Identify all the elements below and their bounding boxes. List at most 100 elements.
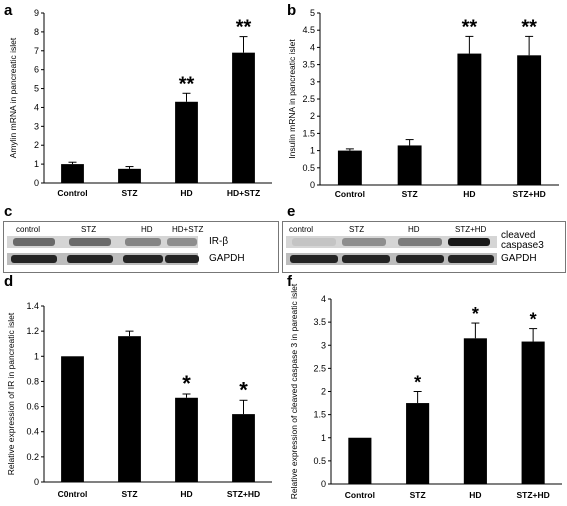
blot-c-lane-label: control	[16, 225, 41, 234]
y-tick-label: 9	[34, 8, 39, 18]
y-tick-label: 1.5	[313, 410, 326, 420]
panel-letter-f: f	[287, 273, 292, 290]
significance-mark: **	[236, 17, 252, 39]
blot-c-lane-label: STZ	[81, 225, 97, 234]
blot-e-caspase-label: cleaved caspase3	[501, 230, 544, 251]
blot-e-lane-label: control	[289, 225, 314, 234]
x-category-label: STZ+HD	[516, 490, 549, 500]
blot-e-gapdh-row	[286, 253, 497, 265]
y-tick-label: 0	[34, 178, 39, 188]
y-tick-label: 0.2	[26, 452, 39, 462]
bar	[457, 53, 482, 186]
y-tick-label: 3.5	[313, 317, 326, 327]
y-tick-label: 3	[34, 121, 39, 131]
blot-band	[398, 238, 442, 246]
y-tick-label: 1.5	[302, 128, 315, 138]
y-tick-label: 3.5	[302, 60, 315, 70]
bar	[175, 397, 198, 482]
y-tick-label: 2	[34, 140, 39, 150]
blot-band	[167, 238, 197, 246]
x-category-label: STZ	[121, 489, 137, 499]
blot-e-lane-label: HD	[408, 225, 420, 234]
y-axis-label: Relative expression of IR in pancreatic …	[6, 312, 16, 475]
x-category-label: STZ	[410, 490, 426, 500]
bar	[463, 338, 487, 484]
blot-band	[125, 238, 161, 246]
blot-c-lane-label: HD	[141, 225, 153, 234]
x-category-label: STZ+HD	[227, 489, 260, 499]
blot-band	[448, 238, 490, 246]
blot-c-ir-label: IR-β	[209, 236, 229, 247]
blot-band	[13, 238, 55, 246]
significance-mark: *	[182, 371, 191, 396]
bar	[61, 164, 84, 183]
y-tick-label: 1	[310, 146, 315, 156]
x-category-label: STZ	[121, 188, 137, 198]
blot-band	[11, 255, 57, 263]
blot-band	[342, 255, 390, 263]
y-tick-label: 2.5	[302, 94, 315, 104]
y-tick-label: 8	[34, 27, 39, 37]
significance-mark: *	[414, 373, 421, 393]
blot-e-gapdh-label: GAPDH	[501, 253, 537, 264]
western-blot-e: control STZ HD STZ+HD cleaved caspase3 G…	[282, 221, 566, 273]
y-tick-label: 0	[310, 180, 315, 190]
y-tick-label: 5	[34, 84, 39, 94]
bar	[348, 437, 372, 484]
y-axis-label: Insulin mRNA in pancreatic islet	[287, 39, 297, 159]
bar	[118, 336, 141, 482]
blot-e-lane-label: STZ	[349, 225, 365, 234]
blot-e-caspase-row	[286, 236, 497, 248]
blot-c-gapdh-row	[7, 253, 199, 265]
y-tick-label: 5	[310, 8, 315, 18]
significance-mark: *	[530, 310, 537, 330]
bar	[517, 55, 542, 186]
blot-band	[69, 238, 111, 246]
y-tick-label: 1.4	[26, 301, 39, 311]
y-tick-label: 0.5	[313, 456, 326, 466]
blot-c-gapdh-label: GAPDH	[209, 253, 245, 264]
x-category-label: C0ntrol	[58, 489, 88, 499]
bar	[61, 356, 84, 482]
y-tick-label: 0.6	[26, 402, 39, 412]
y-tick-label: 1.2	[26, 326, 39, 336]
panel-letter-e: e	[287, 203, 296, 220]
y-tick-label: 7	[34, 46, 39, 56]
y-axis-label: Amylin mRNA in pancreatic islet	[8, 37, 18, 158]
blot-e-lane-label: STZ+HD	[455, 225, 487, 234]
blot-c-ir-row	[7, 236, 198, 248]
panel-letter-a: a	[4, 2, 13, 19]
significance-mark: *	[472, 304, 479, 324]
x-category-label: Control	[345, 490, 375, 500]
x-category-label: HD	[469, 490, 481, 500]
x-category-label: HD	[180, 489, 192, 499]
significance-mark: **	[462, 16, 478, 38]
y-tick-label: 2	[310, 111, 315, 121]
significance-mark: *	[239, 377, 248, 402]
panel-letter-b: b	[287, 2, 297, 19]
blot-band	[396, 255, 444, 263]
y-tick-label: 0	[321, 479, 326, 489]
y-axis-label: Relative expression of cleaved caspase 3…	[289, 283, 299, 499]
western-blot-c: control STZ HD HD+STZ IR-β GAPDH	[3, 221, 279, 273]
y-tick-label: 1	[321, 433, 326, 443]
bar	[397, 145, 422, 185]
blot-band	[342, 238, 386, 246]
y-tick-label: 0.4	[26, 427, 39, 437]
bar	[337, 150, 362, 185]
x-category-label: HD	[463, 189, 475, 199]
y-tick-label: 6	[34, 65, 39, 75]
panel-letter-c: c	[4, 203, 13, 220]
blot-c-lane-label: HD+STZ	[172, 225, 204, 234]
blot-band	[67, 255, 113, 263]
y-tick-label: 4	[34, 102, 39, 112]
y-tick-label: 3	[310, 77, 315, 87]
blot-band	[448, 255, 494, 263]
panel-letter-d: d	[4, 273, 14, 290]
bar	[232, 414, 255, 482]
significance-mark: **	[179, 73, 195, 95]
y-tick-label: 1	[34, 159, 39, 169]
